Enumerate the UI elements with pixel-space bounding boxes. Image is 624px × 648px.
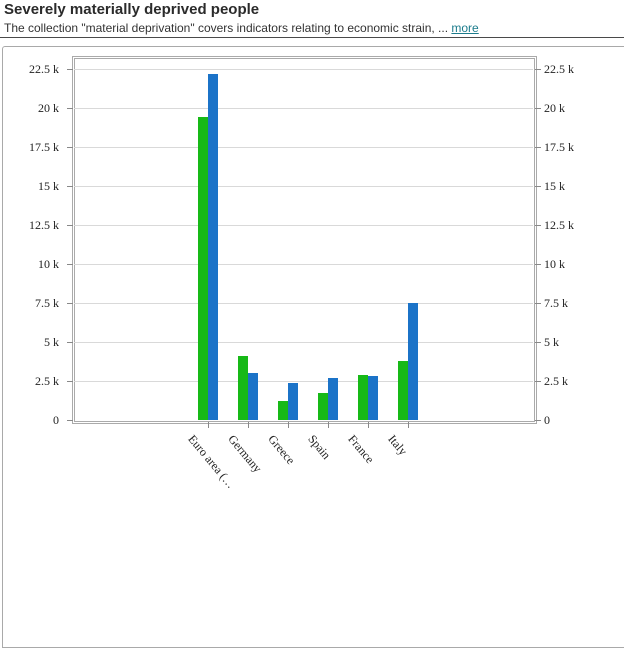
y-tick-right (535, 186, 541, 187)
x-tick (328, 422, 329, 428)
y-tick-left (67, 186, 73, 187)
bar-blue-series-6 (408, 303, 418, 420)
chart-widget: 0 0 2.5 k 2.5 k 5 k 5 k 7.5 k 7.5 k 10 k 10 k 12.5… (2, 46, 624, 648)
bar-blue-series-5 (368, 376, 378, 420)
y-tick-left (67, 381, 73, 382)
y-tick-left (67, 147, 73, 148)
x-axis-label: Italy (385, 432, 411, 458)
bar-green-series-2 (238, 356, 248, 420)
y-tick-right (535, 108, 541, 109)
y-gridline (74, 264, 533, 265)
y-axis-label-left: 15 k (38, 179, 59, 193)
y-axis-label-left: 12.5 k (29, 218, 59, 232)
header-divider (0, 37, 624, 38)
y-tick-right (535, 303, 541, 304)
x-tick (208, 422, 209, 428)
x-tick (368, 422, 369, 428)
y-axis-label-right: 5 k (544, 335, 559, 349)
y-tick-left (67, 69, 73, 70)
x-tick (408, 422, 409, 428)
y-axis-label-right: 0 (544, 413, 550, 427)
y-tick-right (535, 147, 541, 148)
more-link[interactable]: more (451, 21, 479, 35)
y-axis-label-right: 15 k (544, 179, 565, 193)
y-gridline (74, 186, 533, 187)
plot-area (74, 58, 535, 422)
x-axis-label: Spain (305, 432, 334, 462)
y-tick-right (535, 225, 541, 226)
x-axis-label: Greece (265, 432, 298, 468)
page-header: Severely materially deprived people The … (0, 0, 624, 38)
bar-blue-series-2 (248, 373, 258, 420)
bar-green-series-6 (398, 361, 408, 420)
y-axis-label-right: 22.5 k (544, 62, 574, 76)
y-axis-label-right: 7.5 k (544, 296, 568, 310)
y-gridline (74, 147, 533, 148)
y-gridline (74, 108, 533, 109)
x-tick (248, 422, 249, 428)
y-tick-right (535, 69, 541, 70)
bar-green-series-5 (358, 375, 368, 420)
y-tick-left (67, 264, 73, 265)
y-axis-label-right: 20 k (544, 101, 565, 115)
x-axis-label: Germany (225, 432, 265, 476)
bar-blue-series-1 (208, 74, 218, 420)
chart-subtitle: The collection "material deprivation" co… (4, 21, 479, 35)
y-axis-label-right: 12.5 k (544, 218, 574, 232)
bar-green-series-4 (318, 393, 328, 420)
y-gridline (74, 303, 533, 304)
y-tick-left (67, 342, 73, 343)
y-gridline (74, 381, 533, 382)
x-axis-label: France (345, 432, 377, 467)
y-axis-label-left: 0 (53, 413, 59, 427)
y-axis-label-left: 22.5 k (29, 62, 59, 76)
y-tick-right (535, 381, 541, 382)
y-axis-label-left: 17.5 k (29, 140, 59, 154)
y-axis-label-right: 10 k (544, 257, 565, 271)
y-tick-left (67, 420, 73, 421)
y-axis-label-left: 10 k (38, 257, 59, 271)
bar-blue-series-3 (288, 383, 298, 420)
y-tick-right (535, 342, 541, 343)
y-gridline (74, 225, 533, 226)
y-axis-label-right: 2.5 k (544, 374, 568, 388)
y-tick-left (67, 108, 73, 109)
x-tick (288, 422, 289, 428)
y-axis-label-left: 7.5 k (35, 296, 59, 310)
y-axis-label-left: 20 k (38, 101, 59, 115)
page-title: Severely materially deprived people (4, 1, 260, 18)
y-gridline (74, 69, 533, 70)
y-gridline (74, 342, 533, 343)
y-tick-left (67, 303, 73, 304)
bar-green-series-1 (198, 117, 208, 420)
y-tick-right (535, 264, 541, 265)
bar-green-series-3 (278, 401, 288, 420)
subtitle-text: The collection "material deprivation" co… (4, 21, 452, 35)
y-axis-label-right: 17.5 k (544, 140, 574, 154)
y-axis-label-left: 2.5 k (35, 374, 59, 388)
y-tick-left (67, 225, 73, 226)
y-tick-right (535, 420, 541, 421)
plot-area-border (72, 56, 537, 424)
y-axis-label-left: 5 k (44, 335, 59, 349)
bar-blue-series-4 (328, 378, 338, 420)
